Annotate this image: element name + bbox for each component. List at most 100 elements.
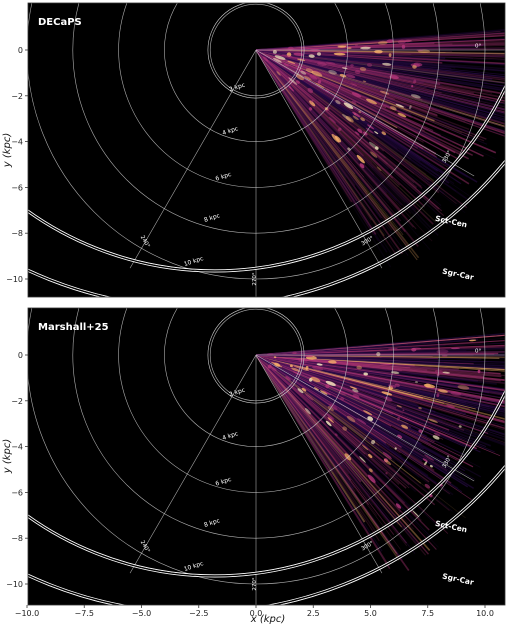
map-ray (255, 49, 505, 58)
map-ray (255, 354, 427, 556)
map-ray (255, 354, 355, 469)
arm-gap (0, 0, 508, 576)
map-clump (458, 425, 462, 428)
map-clump (339, 73, 347, 78)
map-ray (255, 49, 411, 214)
map-ray (255, 49, 353, 203)
map-clump (347, 147, 351, 151)
map-ray (255, 49, 417, 211)
angle-label: 330° (442, 455, 454, 470)
map-clump (350, 63, 354, 68)
map-ray (255, 49, 505, 135)
map-clump (410, 347, 422, 350)
map-ray (255, 49, 474, 59)
map-ray (255, 354, 373, 505)
map-ray (255, 49, 420, 215)
map-ray (255, 49, 457, 192)
map-ray (255, 354, 384, 471)
x-tick-label: −7.5 (75, 609, 94, 618)
map-clump (395, 103, 405, 108)
map-ray (255, 354, 394, 523)
spiral-arms (28, 84, 505, 297)
map-ray (255, 49, 505, 136)
map-clump (328, 116, 337, 124)
map-clump (381, 131, 387, 136)
map-ray (255, 49, 505, 116)
map-ray (255, 30, 505, 51)
y-tick-label: −4 (11, 443, 23, 452)
map-ray (255, 49, 505, 95)
map-ray (255, 49, 441, 107)
map-ray (255, 49, 439, 236)
map-clump (368, 141, 379, 150)
map-ray (255, 49, 411, 205)
map-ray (255, 49, 383, 121)
map-clump (307, 88, 314, 93)
map-ray (255, 49, 505, 104)
map-ray (255, 354, 399, 467)
map-ray (255, 354, 404, 509)
map-ray (255, 49, 457, 205)
map-clump (357, 418, 367, 425)
map-clump (436, 349, 449, 354)
map-ray (255, 354, 430, 555)
map-ray (255, 354, 350, 475)
map-ray (255, 49, 442, 207)
map-clump (354, 131, 360, 136)
angle-label: 0° (475, 44, 481, 50)
map-ray (255, 49, 443, 86)
map-clump (297, 388, 304, 394)
map-ray (255, 354, 416, 554)
map-ray (255, 354, 500, 359)
map-ray (255, 49, 505, 76)
map-ray (255, 49, 421, 168)
ring-label: 6 kpc (215, 171, 233, 183)
map-ray (255, 354, 366, 523)
map-clump (410, 94, 421, 99)
map-ray (255, 354, 349, 458)
map-clump (343, 102, 354, 109)
map-ray (255, 354, 417, 405)
map-ray (255, 49, 363, 210)
map-ray (255, 49, 379, 150)
plot-frame (27, 307, 506, 606)
map-clump (468, 339, 477, 342)
x-axis-title: x (kpc) (250, 614, 286, 625)
map-clump (367, 474, 376, 483)
map-clump (354, 43, 358, 47)
arm-line (28, 89, 505, 273)
map-ray (255, 354, 398, 480)
map-clump (412, 510, 420, 518)
map-ray (255, 354, 415, 522)
map-clump (297, 357, 309, 363)
ring-label: 4 kpc (222, 125, 240, 137)
map-ray (255, 43, 505, 51)
map-clump (305, 393, 314, 401)
map-clump (433, 432, 441, 437)
x-axis: −10.0 −7.5 −5.0 −2.5 0.0 2.5 5.0 7.5 10.0 (15, 605, 494, 618)
map-ray (255, 354, 415, 511)
map-ray (255, 49, 374, 236)
map-clump (292, 351, 297, 355)
map-ray (255, 49, 404, 233)
map-clump (436, 393, 440, 398)
map-clump (344, 453, 352, 461)
x-tick-label: 0.0 (250, 609, 263, 618)
map-ray (255, 49, 432, 233)
map-ray (255, 49, 355, 170)
map-ray (255, 354, 378, 485)
map-clump (397, 112, 407, 118)
map-ray (255, 49, 431, 181)
map-ray (255, 49, 390, 204)
map-ray (255, 49, 442, 209)
map-ray (255, 354, 394, 488)
map-clump (273, 58, 282, 63)
map-ray (255, 354, 411, 470)
map-ray (255, 49, 429, 181)
map-ray (255, 49, 505, 111)
map-clump (335, 99, 341, 105)
map-ray (255, 354, 410, 571)
angle-label: 270° (252, 577, 258, 590)
map-ray (255, 354, 420, 478)
map-clump (323, 414, 326, 417)
